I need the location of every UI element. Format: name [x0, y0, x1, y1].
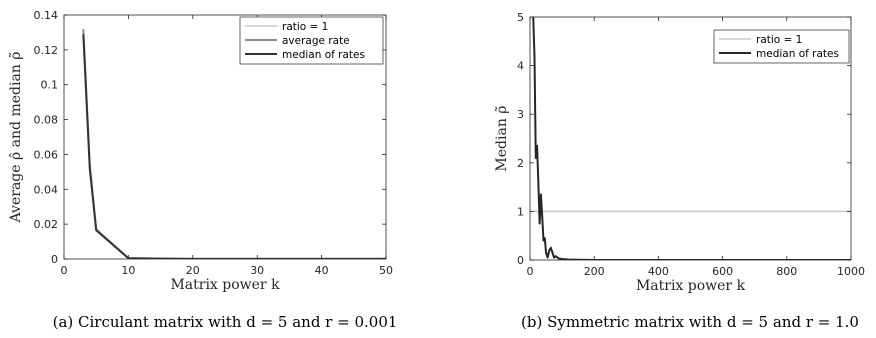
x-tick-label: 0	[61, 264, 68, 277]
y-tick-label: 1	[517, 205, 524, 218]
plot-area	[529, 16, 852, 261]
x-tick-label: 600	[712, 265, 733, 278]
y-tick-label: 5	[517, 11, 524, 24]
y-tick-label: 0.12	[34, 44, 59, 57]
legend-label: average rate	[282, 35, 350, 47]
x-tick-label: 20	[186, 264, 200, 277]
x-tick-label: 1000	[837, 265, 865, 278]
plot-area	[63, 14, 387, 260]
y-tick-label: 0.08	[34, 114, 59, 127]
y-tick-label: 0.04	[34, 183, 59, 196]
y-tick-label: 0.06	[34, 148, 59, 161]
x-tick-label: 800	[776, 265, 797, 278]
chart-b: 0 200 400 600 800 1000 0 1 2 3 4 5 Matrix power k Med…	[494, 11, 865, 331]
y-tick-label: 4	[517, 60, 524, 73]
x-tick-label: 400	[648, 265, 669, 278]
x-tick-label: 30	[250, 264, 264, 277]
x-tick-label: 10	[121, 264, 135, 277]
series-line-median-of-rates	[532, 17, 851, 260]
figure-caption: (a) Circulant matrix with d = 5 and r = …	[53, 313, 398, 331]
series-line-median-of-rates	[82, 34, 386, 259]
legend-box	[713, 29, 850, 64]
figure-caption: (b) Symmetric matrix with d = 5 and r = …	[521, 313, 859, 331]
legend-label: ratio = 1	[756, 34, 802, 46]
x-tick-label: 40	[315, 264, 329, 277]
y-tick-label: 0	[51, 253, 58, 266]
y-tick-label: 3	[517, 108, 524, 121]
x-tick-label: 50	[379, 264, 393, 277]
x-tick-label: 200	[584, 265, 605, 278]
x-tick-label: 0	[527, 265, 534, 278]
y-tick-label: 0.02	[34, 218, 59, 231]
y-axis-label: Median ρ̃	[494, 105, 510, 171]
legend-label: ratio = 1	[282, 21, 328, 33]
y-tick-label: 0	[517, 254, 524, 267]
y-axis-label: Average ρ̂ and median ρ̃	[8, 52, 24, 224]
legend-label: median of rates	[756, 48, 839, 60]
chart-a: 0 10 20 30 40 50 0 0.02 0.04 0.06 0.08 0.1 0.12 0.14 M…	[8, 9, 397, 331]
y-tick-label: 2	[517, 157, 524, 170]
y-tick-label: 0.14	[34, 9, 59, 22]
x-axis-label: Matrix power k	[636, 278, 746, 294]
x-axis-label: Matrix power k	[170, 277, 280, 293]
legend-label: median of rates	[282, 49, 365, 61]
y-tick-label: 0.1	[41, 79, 59, 92]
